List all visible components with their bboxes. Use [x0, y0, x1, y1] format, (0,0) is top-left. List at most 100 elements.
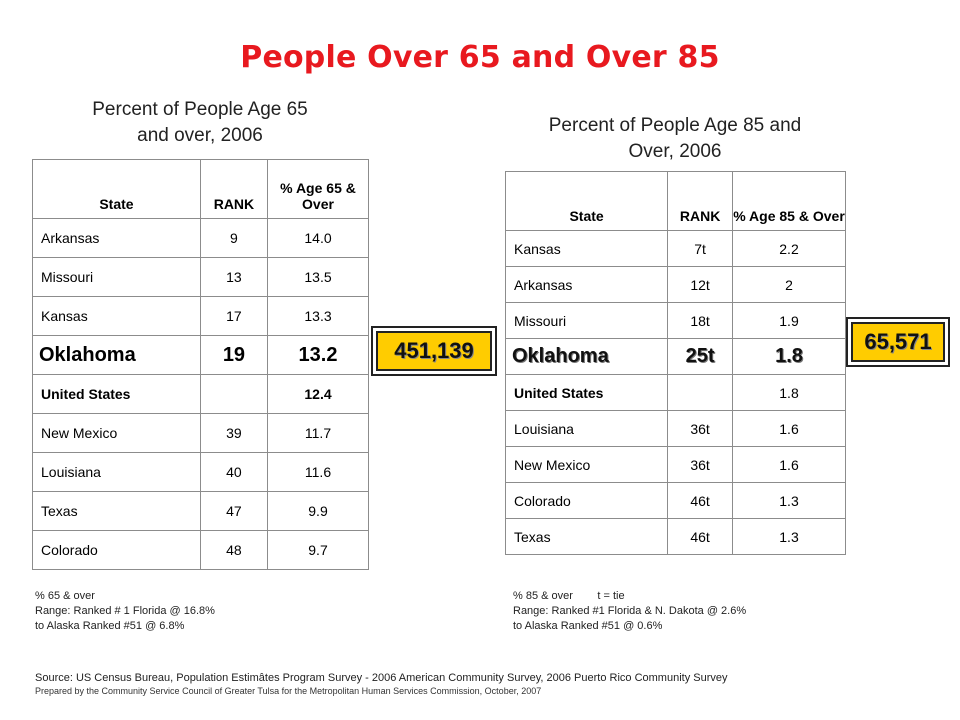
- note-line: Range: Ranked # 1 Florida @ 16.8%: [35, 605, 215, 617]
- source-note: Source: US Census Bureau, Population Est…: [35, 672, 728, 684]
- state-cell: Texas: [504, 518, 669, 555]
- table-65-title-line1: Percent of People Age 65: [92, 99, 308, 120]
- table-row: Louisiana 36t 1.6: [504, 410, 846, 447]
- rank-cell: 25t: [667, 338, 733, 375]
- percent-cell: 13.2: [267, 335, 369, 375]
- state-cell: New Mexico: [32, 413, 201, 453]
- percent-cell: 1.3: [732, 482, 846, 519]
- state-cell: Louisiana: [32, 452, 201, 492]
- table-65-title: Percent of People Age 65 and over, 2006: [50, 97, 350, 149]
- state-cell: Oklahoma: [32, 335, 201, 375]
- header-percent: % Age 65 & Over: [267, 159, 369, 219]
- rank-cell: 48: [199, 530, 269, 570]
- percent-cell: 9.9: [267, 491, 369, 531]
- state-cell: Missouri: [32, 257, 201, 297]
- table-85-title-line2: Over, 2006: [628, 141, 722, 162]
- rank-cell: 46t: [667, 518, 733, 555]
- age-65-table: State RANK % Age 65 & Over Arkansas 9 14.0…: [32, 159, 369, 570]
- table-header-row: State RANK % Age 85 & Over: [504, 171, 846, 231]
- rank-cell: 39: [199, 413, 269, 453]
- page-title: People Over 65 and Over 85: [240, 40, 720, 75]
- oklahoma-85-count-badge: 65,571: [851, 322, 945, 362]
- percent-cell: 1.8: [732, 338, 846, 375]
- table-row: Missouri 13 13.5: [32, 257, 369, 297]
- state-cell: Colorado: [504, 482, 669, 519]
- rank-cell: 36t: [667, 446, 733, 483]
- rank-cell: 9: [199, 218, 269, 258]
- rank-cell: 17: [199, 296, 269, 336]
- state-cell: Kansas: [32, 296, 201, 336]
- age-85-table: State RANK % Age 85 & Over Kansas 7t 2.2 A…: [504, 171, 846, 555]
- state-cell: Oklahoma: [504, 338, 669, 375]
- table-85-title-line1: Percent of People Age 85 and: [548, 115, 802, 136]
- state-cell: Missouri: [504, 302, 669, 339]
- percent-cell: 1.3: [732, 518, 846, 555]
- percent-cell: 1.8: [732, 374, 846, 411]
- table-row: Texas 46t 1.3: [504, 518, 846, 555]
- table-header-row: State RANK % Age 65 & Over: [32, 159, 369, 219]
- state-cell: Louisiana: [504, 410, 669, 447]
- note-line: % 65 & over: [35, 590, 95, 602]
- table-row: Kansas 7t 2.2: [504, 230, 846, 267]
- percent-cell: 2: [732, 266, 846, 303]
- note-line: % 85 & over t = tie: [513, 590, 625, 602]
- rank-cell: 40: [199, 452, 269, 492]
- rank-cell: 19: [199, 335, 269, 375]
- state-cell: Kansas: [504, 230, 669, 267]
- header-state: State: [32, 159, 201, 219]
- table-row-oklahoma: Oklahoma 25t 1.8: [504, 338, 846, 375]
- table-row: Kansas 17 13.3: [32, 296, 369, 336]
- percent-cell: 13.3: [267, 296, 369, 336]
- table-row-united-states: United States 1.8: [504, 374, 846, 411]
- table-row-united-states: United States 12.4: [32, 374, 369, 414]
- percent-cell: 14.0: [267, 218, 369, 258]
- table-row: New Mexico 39 11.7: [32, 413, 369, 453]
- percent-cell: 1.6: [732, 410, 846, 447]
- state-cell: United States: [32, 374, 201, 414]
- table-85-title: Percent of People Age 85 and Over, 2006: [505, 113, 845, 165]
- table-row: Texas 47 9.9: [32, 491, 369, 531]
- table-65-title-line2: and over, 2006: [137, 125, 263, 146]
- rank-cell: 12t: [667, 266, 733, 303]
- state-cell: United States: [504, 374, 669, 411]
- oklahoma-65-count-badge: 451,139: [376, 331, 492, 371]
- header-rank: RANK: [667, 171, 733, 231]
- percent-cell: 11.7: [267, 413, 369, 453]
- rank-cell: [199, 374, 269, 414]
- state-cell: Texas: [32, 491, 201, 531]
- percent-cell: 1.9: [732, 302, 846, 339]
- rank-cell: 7t: [667, 230, 733, 267]
- percent-cell: 2.2: [732, 230, 846, 267]
- table-row: New Mexico 36t 1.6: [504, 446, 846, 483]
- percent-cell: 11.6: [267, 452, 369, 492]
- state-cell: Arkansas: [32, 218, 201, 258]
- note-line: to Alaska Ranked #51 @ 6.8%: [35, 620, 185, 632]
- rank-cell: 13: [199, 257, 269, 297]
- table-85-note: % 85 & over t = tie Range: Ranked #1 Flo…: [513, 589, 833, 634]
- percent-cell: 13.5: [267, 257, 369, 297]
- table-row: Arkansas 12t 2: [504, 266, 846, 303]
- rank-cell: 47: [199, 491, 269, 531]
- note-line: Range: Ranked #1 Florida & N. Dakota @ 2…: [513, 605, 747, 617]
- state-cell: New Mexico: [504, 446, 669, 483]
- table-65-note: % 65 & over Range: Ranked # 1 Florida @ …: [35, 589, 335, 634]
- header-percent: % Age 85 & Over: [732, 171, 846, 231]
- table-row: Colorado 48 9.7: [32, 530, 369, 570]
- table-row-oklahoma: Oklahoma 19 13.2: [32, 335, 369, 375]
- rank-cell: [667, 374, 733, 411]
- table-row: Louisiana 40 11.6: [32, 452, 369, 492]
- percent-cell: 12.4: [267, 374, 369, 414]
- rank-cell: 36t: [667, 410, 733, 447]
- prepared-by-note: Prepared by the Community Service Counci…: [35, 686, 542, 696]
- state-cell: Arkansas: [504, 266, 669, 303]
- table-row: Colorado 46t 1.3: [504, 482, 846, 519]
- rank-cell: 18t: [667, 302, 733, 339]
- header-rank: RANK: [199, 159, 269, 219]
- header-state: State: [504, 171, 669, 231]
- percent-cell: 9.7: [267, 530, 369, 570]
- note-line: to Alaska Ranked #51 @ 0.6%: [513, 620, 663, 632]
- table-row: Arkansas 9 14.0: [32, 218, 369, 258]
- rank-cell: 46t: [667, 482, 733, 519]
- state-cell: Colorado: [32, 530, 201, 570]
- percent-cell: 1.6: [732, 446, 846, 483]
